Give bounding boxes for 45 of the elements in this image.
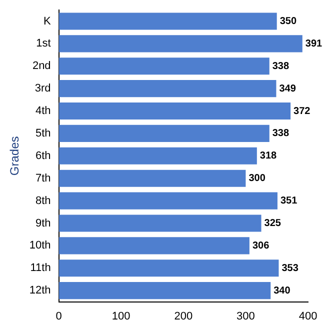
data-label: 340: [274, 285, 291, 296]
y-tick-label: 3rd: [34, 82, 51, 95]
data-label: 353: [282, 262, 299, 274]
bar: [58, 12, 277, 30]
data-label: 300: [248, 173, 266, 184]
y-tick-label: 4th: [36, 105, 51, 118]
data-label: 306: [252, 240, 270, 252]
data-label: 349: [279, 83, 296, 94]
bar: [58, 58, 270, 75]
data-label: 350: [280, 16, 297, 27]
x-tick-label: 100: [112, 310, 130, 322]
bar: [58, 237, 250, 254]
bar: [58, 282, 271, 300]
x-tick-label: 300: [236, 310, 255, 322]
x-tick-label: 400: [298, 310, 318, 322]
data-label: 372: [294, 106, 311, 117]
bar: [58, 170, 246, 187]
y-tick-label: 6th: [36, 150, 51, 162]
y-tick-label: K: [43, 15, 52, 28]
data-label: 391: [305, 38, 323, 50]
bar: [58, 260, 279, 277]
y-tick-label: 11th: [30, 262, 51, 274]
bar: [58, 214, 262, 232]
bar: [58, 102, 291, 120]
bar: [58, 147, 257, 164]
bar: [58, 192, 278, 210]
y-axis-title: Grades: [8, 136, 22, 176]
y-tick-label: 5th: [36, 127, 51, 140]
x-tick-label: 200: [174, 310, 193, 322]
y-tick-label: 9th: [36, 217, 51, 230]
bar: [58, 35, 302, 52]
data-label: 325: [264, 218, 282, 229]
y-tick-label: 12th: [29, 284, 51, 297]
y-tick-label: 10th: [29, 240, 51, 252]
y-tick-label: 2nd: [32, 60, 51, 72]
y-tick-label: 7th: [36, 172, 51, 184]
y-tick-label: 8th: [36, 194, 51, 207]
data-label: 351: [280, 196, 298, 207]
y-tick-label: 1st: [36, 38, 51, 50]
bar: [58, 80, 276, 98]
data-label: 338: [272, 128, 290, 140]
data-label: 338: [272, 60, 290, 72]
bar: [58, 124, 270, 142]
data-label: 318: [260, 150, 278, 162]
x-tick-label: 0: [56, 310, 62, 322]
